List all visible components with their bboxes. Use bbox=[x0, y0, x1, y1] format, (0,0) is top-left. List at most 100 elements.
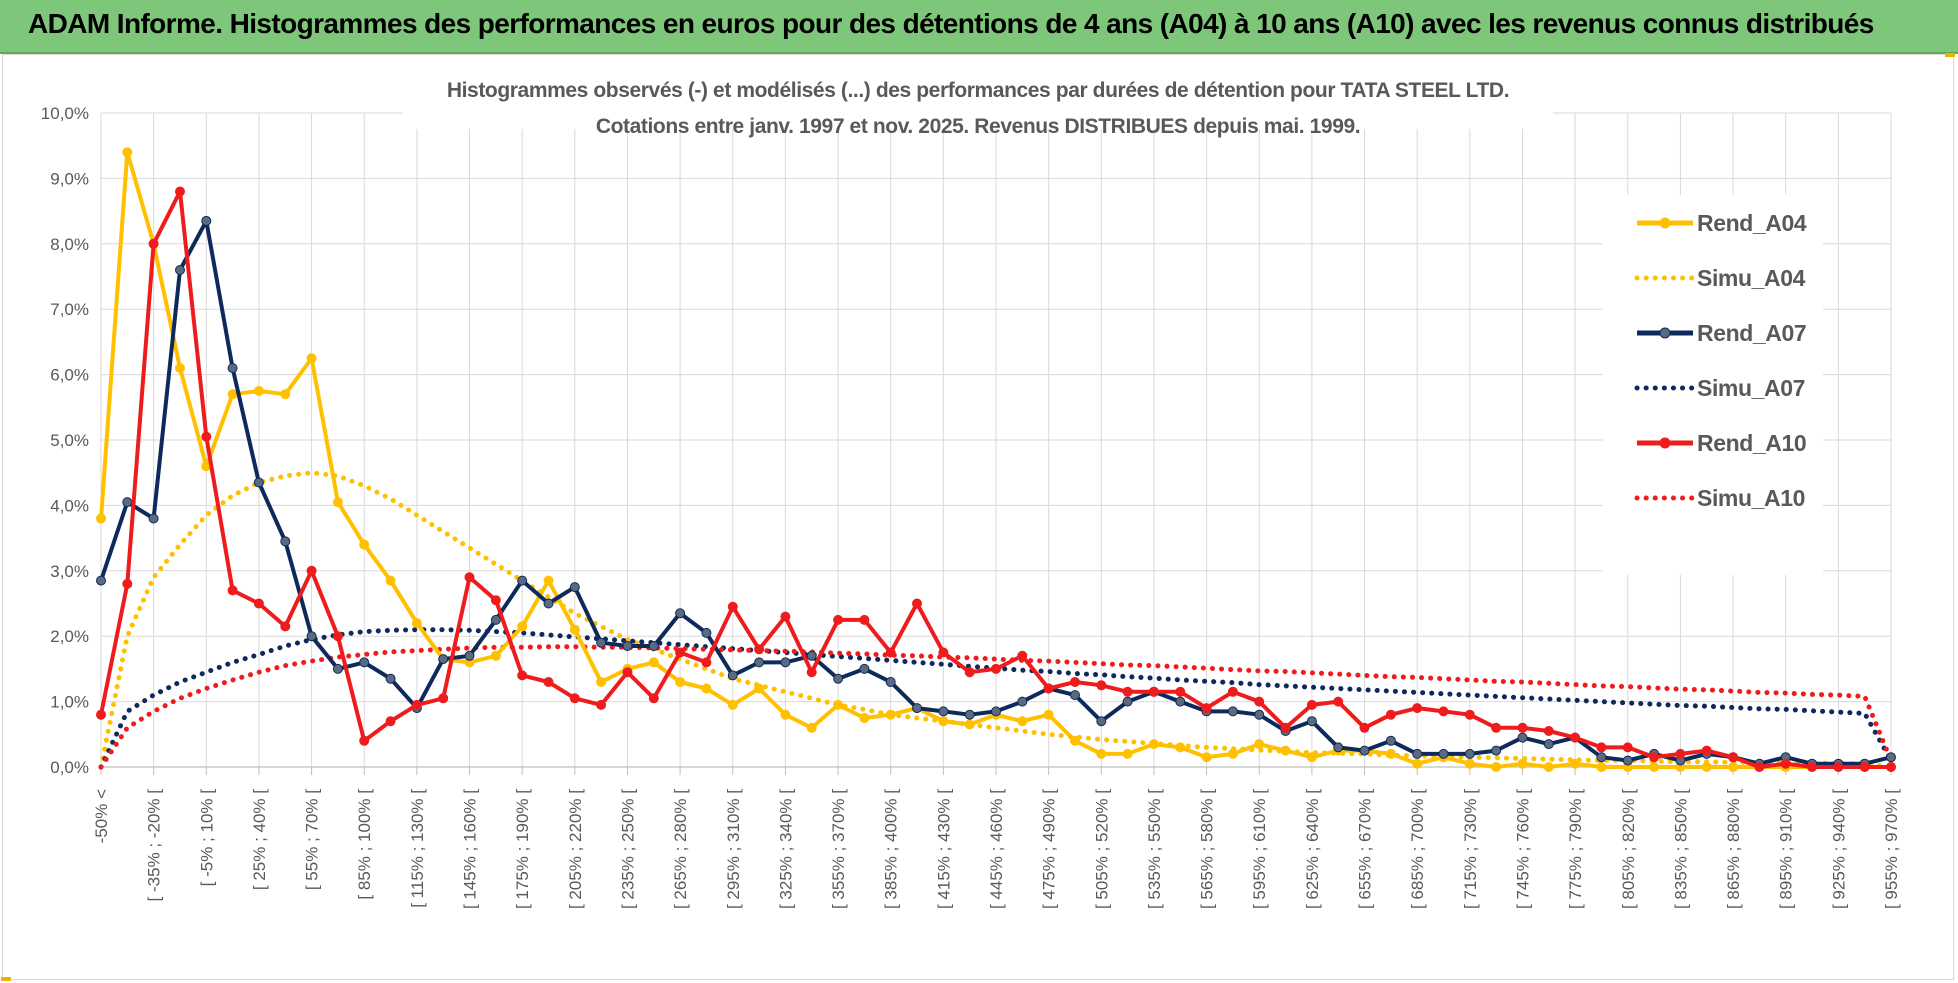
data-point bbox=[464, 650, 475, 661]
data-point bbox=[96, 709, 106, 720]
series-line bbox=[98, 644, 1894, 770]
report-banner: ADAM Informe. Histogrammes des performan… bbox=[0, 0, 1958, 54]
data-point bbox=[332, 631, 343, 642]
data-point bbox=[1254, 709, 1265, 720]
data-point bbox=[1833, 762, 1844, 772]
y-tick-label: 3,0% bbox=[50, 562, 89, 581]
data-point bbox=[201, 215, 212, 226]
data-point bbox=[833, 614, 844, 625]
data-point bbox=[438, 693, 449, 704]
data-point bbox=[1622, 742, 1633, 753]
data-point bbox=[332, 497, 343, 508]
data-point bbox=[859, 614, 870, 625]
data-point bbox=[490, 614, 501, 625]
title-background bbox=[403, 63, 1553, 129]
data-point bbox=[1438, 706, 1449, 717]
x-tick-label: [ 505% ; 520% [ bbox=[1092, 789, 1111, 909]
x-tick-label: [ 895% ; 910% [ bbox=[1777, 789, 1796, 909]
legend-marker bbox=[1659, 437, 1671, 449]
data-point bbox=[1622, 755, 1633, 766]
data-point bbox=[754, 657, 765, 668]
x-tick-label: [ 55% ; 70% [ bbox=[303, 789, 322, 890]
data-point bbox=[490, 595, 501, 606]
x-tick-label: [ 265% ; 280% [ bbox=[671, 789, 690, 909]
data-point bbox=[1517, 732, 1528, 743]
legend-background bbox=[1603, 195, 1823, 575]
x-tick-label: [ 385% ; 400% [ bbox=[882, 789, 901, 909]
data-point bbox=[148, 238, 159, 249]
data-point bbox=[1596, 762, 1607, 772]
data-point bbox=[675, 647, 686, 658]
data-point bbox=[596, 699, 607, 710]
y-tick-label: 4,0% bbox=[50, 496, 89, 515]
performance-histogram-chart: 0,0% 1,0% 2,0% 3,0% 4,0% 5,0% 6,0% 7,0% 8,0% 9,0%… bbox=[41, 63, 1901, 909]
data-point bbox=[806, 667, 817, 678]
data-point bbox=[1491, 722, 1502, 733]
x-tick-label: [ 145% ; 160% [ bbox=[461, 789, 480, 909]
data-point bbox=[1096, 680, 1107, 691]
data-point bbox=[596, 637, 607, 648]
data-point bbox=[885, 709, 896, 720]
data-point bbox=[280, 621, 291, 632]
data-point bbox=[991, 663, 1001, 674]
data-point bbox=[675, 677, 686, 687]
y-tick-label: 7,0% bbox=[50, 300, 89, 319]
data-point bbox=[1306, 716, 1317, 727]
data-point bbox=[701, 683, 712, 694]
data-point bbox=[885, 677, 896, 687]
y-tick-label: 6,0% bbox=[50, 366, 89, 385]
data-point bbox=[1412, 703, 1423, 714]
data-point bbox=[1333, 696, 1344, 707]
legend-marker bbox=[1659, 217, 1671, 229]
data-point bbox=[148, 513, 159, 524]
chart-title-line2: Cotations entre janv. 1997 et nov. 2025.… bbox=[596, 115, 1360, 138]
data-point bbox=[675, 608, 686, 619]
x-tick-label: [ 955% ; 970% [ bbox=[1882, 789, 1901, 909]
data-point bbox=[385, 716, 396, 727]
x-tick-label: [ 745% ; 760% [ bbox=[1513, 789, 1532, 909]
x-tick-label: [ 715% ; 730% [ bbox=[1461, 789, 1480, 909]
data-point bbox=[1070, 690, 1080, 701]
legend-label: Rend_A04 bbox=[1697, 210, 1807, 236]
x-tick-label: [ 355% ; 370% [ bbox=[829, 789, 848, 909]
x-tick-label: [ -35% ; -20% [ bbox=[145, 789, 164, 902]
x-tick-label: [ 625% ; 640% [ bbox=[1303, 789, 1322, 909]
data-point bbox=[175, 265, 185, 275]
data-point bbox=[859, 713, 870, 723]
chart-title-line1: Histogrammes observés (-) et modélisés (… bbox=[447, 79, 1509, 102]
data-point bbox=[1491, 745, 1502, 756]
data-point bbox=[517, 621, 528, 632]
data-point bbox=[1412, 748, 1423, 759]
data-point bbox=[754, 644, 765, 655]
data-point bbox=[1096, 716, 1107, 727]
data-point bbox=[1333, 742, 1344, 753]
data-point bbox=[806, 722, 817, 733]
data-point bbox=[96, 575, 106, 586]
data-point bbox=[411, 699, 422, 710]
chart-series bbox=[96, 147, 1896, 772]
x-tick-label: [ 775% ; 790% [ bbox=[1566, 789, 1585, 909]
data-point bbox=[1280, 722, 1291, 733]
data-point bbox=[1227, 748, 1238, 759]
data-point bbox=[806, 650, 817, 661]
x-tick-label: [ 205% ; 220% [ bbox=[566, 789, 585, 909]
data-point bbox=[1649, 762, 1660, 772]
data-point bbox=[622, 667, 633, 678]
data-point bbox=[464, 572, 475, 583]
data-point bbox=[833, 699, 844, 710]
data-point bbox=[1148, 739, 1159, 750]
data-point bbox=[543, 677, 554, 687]
data-point bbox=[543, 575, 554, 586]
x-tick-label: [ 805% ; 820% [ bbox=[1619, 789, 1638, 909]
legend-label: Simu_A10 bbox=[1697, 485, 1805, 511]
legend-item-rend_a07: Rend_A07 bbox=[1637, 320, 1807, 346]
data-point bbox=[780, 611, 791, 622]
data-point bbox=[701, 657, 712, 668]
data-point bbox=[359, 657, 370, 668]
data-point bbox=[1859, 762, 1870, 772]
legend-label: Simu_A04 bbox=[1697, 265, 1806, 291]
data-point bbox=[1517, 758, 1528, 769]
data-point bbox=[1359, 722, 1370, 733]
data-point bbox=[1385, 735, 1396, 746]
data-point bbox=[727, 670, 738, 681]
